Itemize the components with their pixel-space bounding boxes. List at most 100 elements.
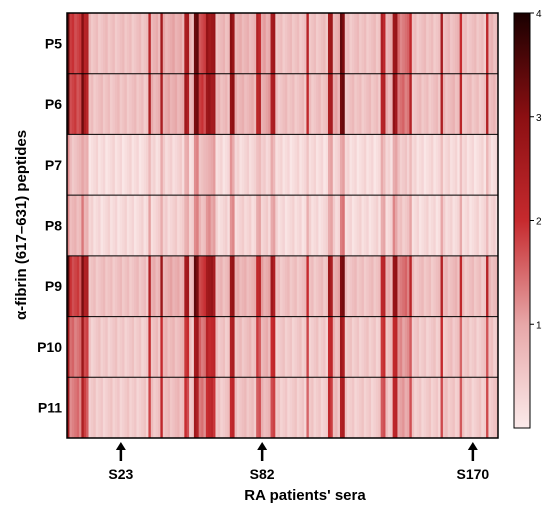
heatmap-cell [454, 377, 458, 439]
heatmap-cell [337, 134, 341, 196]
heatmap-cell [232, 13, 235, 75]
heatmap-cell [78, 73, 82, 135]
heatmap-cell [138, 134, 142, 196]
heatmap-cell [474, 377, 477, 439]
heatmap-cell [416, 73, 420, 135]
heatmap-cell [464, 134, 468, 196]
heatmap-cell [126, 134, 130, 196]
heatmap-cell [74, 255, 77, 317]
heatmap-cell [411, 134, 415, 196]
heatmap-cell [454, 195, 458, 257]
heatmap-cell [294, 195, 298, 257]
heatmap-cell [342, 316, 346, 378]
heatmap-cell [208, 255, 211, 317]
heatmap-cell [349, 73, 353, 135]
heatmap-cell [98, 195, 101, 257]
heatmap-cell [478, 255, 482, 317]
heatmap-cell [169, 134, 173, 196]
heatmap-cell [270, 73, 274, 135]
heatmap-cell [414, 134, 417, 196]
heatmap-cell [78, 255, 82, 317]
heatmap-cell [459, 316, 463, 378]
heatmap-cell [136, 377, 140, 439]
heatmap-cell [459, 134, 463, 196]
heatmap-cell [392, 255, 396, 317]
heatmap-cell [150, 377, 154, 439]
heatmap-cell [177, 195, 180, 257]
heatmap-cell [146, 73, 149, 135]
x-axis-title: RA patients' sera [244, 487, 366, 504]
heatmap-cell [462, 134, 465, 196]
heatmap-cell [428, 195, 432, 257]
heatmap-cell [481, 73, 484, 135]
heatmap-cell [320, 195, 324, 257]
heatmap-cell [445, 13, 449, 75]
heatmap-cell [155, 255, 159, 317]
heatmap-cell [215, 13, 219, 75]
heatmap-cell [71, 255, 75, 317]
heatmap-cell [471, 73, 475, 135]
heatmap-cell [316, 134, 319, 196]
heatmap-cell [356, 195, 360, 257]
heatmap-cell [323, 377, 326, 439]
colorbar-tick-label: 3 [536, 113, 542, 124]
heatmap-cell [191, 316, 195, 378]
heatmap-cell [181, 255, 185, 317]
heatmap-cell [282, 255, 286, 317]
heatmap-cell [442, 195, 446, 257]
heatmap-cell [442, 377, 446, 439]
heatmap-cell [311, 134, 314, 196]
heatmap-cell [495, 195, 499, 257]
heatmap-cell [397, 255, 401, 317]
heatmap-cell [344, 316, 348, 378]
heatmap-cell [390, 73, 393, 135]
heatmap-cell [318, 195, 322, 257]
heatmap-cell [67, 255, 70, 317]
heatmap-cell [280, 73, 283, 135]
heatmap-cell [174, 73, 178, 135]
heatmap-cell [244, 134, 247, 196]
heatmap-cell [375, 316, 379, 378]
heatmap-cell [301, 73, 305, 135]
heatmap-cell [119, 377, 123, 439]
heatmap-cell [430, 316, 434, 378]
heatmap-cell [136, 134, 140, 196]
heatmap-cell [296, 195, 300, 257]
heatmap-cell [486, 255, 489, 317]
heatmap-cell [112, 255, 116, 317]
heatmap-cell [392, 13, 396, 75]
heatmap-cell [272, 255, 276, 317]
heatmap-cell [423, 316, 427, 378]
heatmap-cell [220, 255, 223, 317]
heatmap-cell [366, 316, 369, 378]
heatmap-cell [83, 377, 87, 439]
heatmap-cell [141, 377, 144, 439]
heatmap-cell [100, 73, 104, 135]
heatmap-cell [260, 377, 264, 439]
heatmap-cell [402, 377, 405, 439]
column-annotations: S23 S82 S170 [108, 442, 489, 482]
heatmap-cell [189, 73, 192, 135]
heatmap-cell [239, 316, 243, 378]
heatmap-cell [95, 316, 99, 378]
heatmap-cell [385, 195, 389, 257]
heatmap-cell [356, 255, 360, 317]
heatmap-cell [418, 195, 422, 257]
heatmap-cell [296, 255, 300, 317]
heatmap-cell [474, 134, 477, 196]
heatmap-cell [98, 73, 101, 135]
heatmap-cell [83, 73, 87, 135]
heatmap-cell [177, 377, 180, 439]
heatmap-cell [277, 73, 281, 135]
heatmap-cell [414, 195, 417, 257]
heatmap-cell [289, 13, 293, 75]
heatmap-cell [225, 73, 228, 135]
heatmap-cell [153, 316, 156, 378]
heatmap-cell [392, 377, 396, 439]
heatmap-cell [83, 134, 87, 196]
heatmap-cell [248, 134, 252, 196]
heatmap-cell [222, 377, 226, 439]
heatmap-cell [157, 73, 161, 135]
heatmap-cell [146, 255, 149, 317]
heatmap-cell [356, 377, 360, 439]
